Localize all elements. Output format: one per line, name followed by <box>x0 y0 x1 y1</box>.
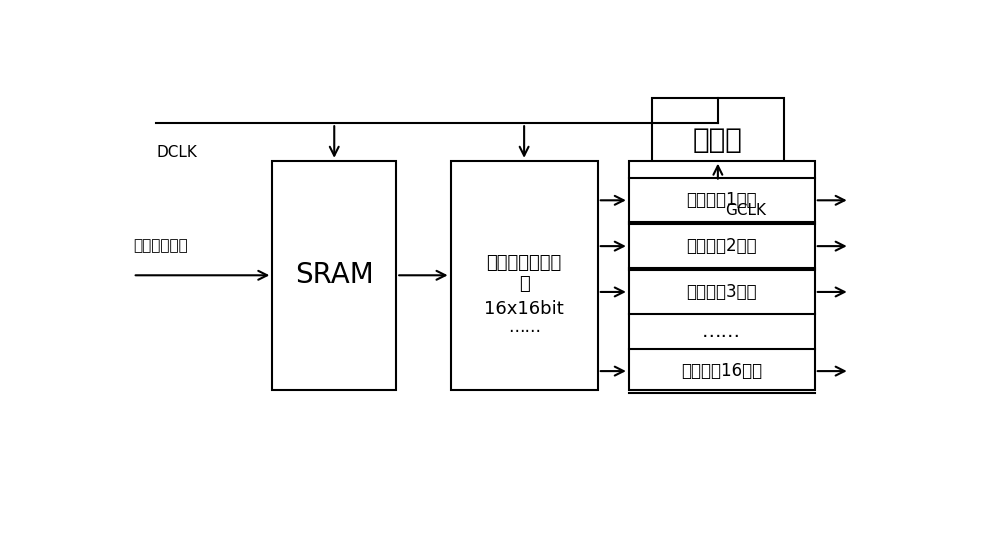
Text: 据: 据 <box>519 275 530 293</box>
Text: SRAM: SRAM <box>295 261 374 289</box>
Text: 锁相环: 锁相环 <box>693 126 743 154</box>
Text: 显示通道1数据: 显示通道1数据 <box>686 192 757 209</box>
Text: 16x16bit: 16x16bit <box>484 300 564 318</box>
Text: 换行信号到来: 换行信号到来 <box>133 239 188 254</box>
Bar <box>272 161 396 390</box>
Text: GCLK: GCLK <box>726 203 767 218</box>
Text: DCLK: DCLK <box>156 145 197 160</box>
Text: ……: …… <box>702 322 741 341</box>
Bar <box>652 98 784 182</box>
Text: ……: …… <box>508 318 541 337</box>
Text: 显示通道16数据: 显示通道16数据 <box>681 362 762 380</box>
Text: 显示通道3数据: 显示通道3数据 <box>686 283 757 301</box>
Bar <box>450 161 598 390</box>
Text: 获取本行灰度数: 获取本行灰度数 <box>486 254 562 272</box>
Bar <box>629 161 815 390</box>
Text: 显示通道2数据: 显示通道2数据 <box>686 237 757 255</box>
